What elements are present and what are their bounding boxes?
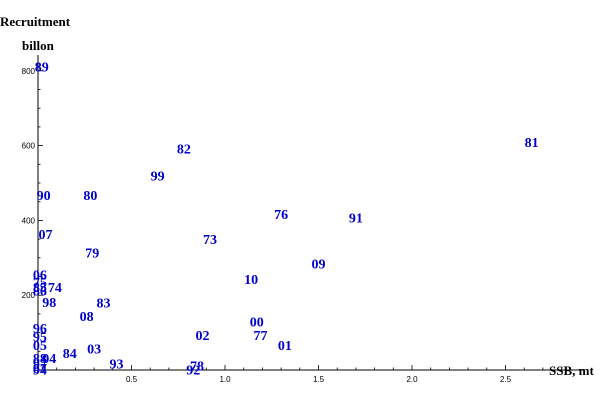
data-point-08: 08: [80, 310, 94, 325]
y-tick-label: 600: [22, 142, 36, 151]
y-axis-ticks: 200 400 600 800: [22, 67, 43, 352]
data-point-88: 88: [33, 352, 47, 367]
data-point-10: 10: [244, 273, 258, 288]
x-tick-label: 2.0: [406, 375, 418, 384]
data-point-74: 74: [48, 281, 62, 296]
data-point-93: 93: [110, 357, 124, 372]
data-point-03: 03: [87, 343, 101, 358]
data-point-83: 83: [96, 297, 110, 312]
x-tick-label: 1.5: [313, 375, 325, 384]
x-axis-title: SSB, mt: [549, 363, 594, 378]
data-point-76: 76: [274, 208, 288, 223]
data-point-85: 85: [33, 281, 47, 296]
y-axis-unit: billon: [22, 38, 55, 53]
data-point-92: 92: [186, 363, 200, 378]
data-point-86: 86: [33, 285, 47, 300]
data-point-01: 01: [278, 339, 292, 354]
data-point-73: 73: [203, 233, 217, 248]
x-tick-label: 2.5: [500, 375, 512, 384]
data-point-78: 78: [190, 360, 204, 375]
data-point-77: 77: [254, 329, 268, 344]
data-point-02: 02: [196, 329, 210, 344]
data-point-91: 91: [349, 211, 363, 226]
data-point-95: 95: [33, 330, 47, 345]
data-point-89: 89: [35, 60, 49, 75]
y-tick-label: 400: [22, 216, 36, 225]
data-point-98: 98: [42, 296, 56, 311]
data-point-97: 97: [33, 357, 47, 372]
data-point-00: 00: [250, 315, 264, 330]
y-tick-label: 200: [22, 291, 36, 300]
data-point-90: 90: [37, 189, 51, 204]
data-point-07: 07: [38, 228, 52, 243]
y-axis-title: Recruitment: [0, 14, 71, 29]
data-point-84: 84: [63, 347, 77, 362]
data-point-96: 96: [33, 322, 47, 337]
data-point-87: 87: [33, 362, 47, 377]
data-point-81: 81: [525, 136, 539, 151]
x-tick-label: 1.0: [219, 375, 231, 384]
data-point-82: 82: [177, 143, 191, 158]
data-point-04: 04: [42, 352, 56, 367]
data-point-75: 75: [33, 276, 47, 291]
data-point-06: 06: [33, 269, 47, 284]
data-point-94: 94: [33, 363, 47, 378]
x-tick-label: 0.5: [126, 375, 138, 384]
data-point-79: 79: [85, 247, 99, 262]
x-axis-ticks: 0.5 1.0 1.5 2.0 2.5: [56, 365, 562, 384]
data-point-80: 80: [83, 189, 97, 204]
y-tick-label: 800: [22, 67, 36, 76]
data-point-99: 99: [151, 170, 165, 185]
data-point-05: 05: [33, 339, 47, 354]
data-point-09: 09: [312, 257, 326, 272]
